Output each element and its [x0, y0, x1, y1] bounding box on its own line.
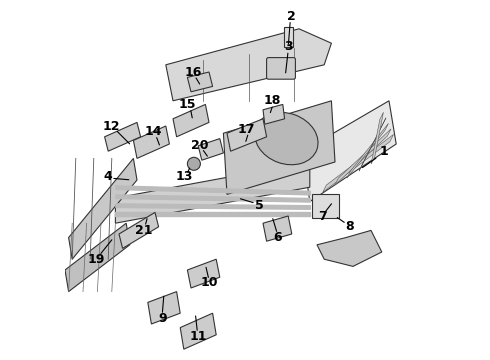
- Polygon shape: [198, 139, 223, 160]
- Polygon shape: [180, 313, 216, 349]
- Polygon shape: [116, 162, 310, 223]
- Text: 19: 19: [88, 253, 105, 266]
- Text: 6: 6: [273, 231, 282, 244]
- Text: 8: 8: [345, 220, 354, 233]
- Text: 20: 20: [191, 139, 209, 152]
- Polygon shape: [69, 158, 137, 259]
- Text: 12: 12: [103, 120, 121, 132]
- Text: 3: 3: [284, 40, 293, 53]
- Polygon shape: [371, 112, 383, 164]
- Polygon shape: [263, 104, 285, 124]
- Text: 18: 18: [263, 94, 281, 107]
- Polygon shape: [347, 123, 389, 178]
- Text: 16: 16: [184, 66, 201, 78]
- Polygon shape: [119, 212, 159, 248]
- Polygon shape: [263, 216, 292, 241]
- Text: 17: 17: [238, 123, 256, 136]
- Text: 9: 9: [158, 312, 167, 325]
- Polygon shape: [187, 259, 220, 288]
- FancyBboxPatch shape: [267, 58, 295, 79]
- Polygon shape: [187, 72, 213, 92]
- Text: 10: 10: [200, 276, 218, 289]
- Text: 1: 1: [379, 145, 388, 158]
- Text: 13: 13: [175, 170, 193, 183]
- Text: 21: 21: [135, 224, 152, 237]
- Text: 14: 14: [145, 125, 162, 138]
- Ellipse shape: [255, 112, 318, 165]
- Polygon shape: [148, 292, 180, 324]
- Polygon shape: [223, 101, 335, 194]
- Polygon shape: [335, 129, 391, 185]
- Polygon shape: [104, 122, 141, 151]
- Bar: [312, 194, 339, 218]
- Polygon shape: [173, 104, 209, 137]
- Text: 2: 2: [288, 10, 296, 23]
- Polygon shape: [359, 118, 386, 171]
- Text: 5: 5: [255, 199, 264, 212]
- Polygon shape: [166, 29, 331, 101]
- Text: 11: 11: [190, 330, 207, 343]
- Polygon shape: [323, 135, 393, 192]
- Bar: [284, 27, 293, 47]
- Circle shape: [187, 157, 200, 170]
- Text: 15: 15: [179, 98, 196, 111]
- Polygon shape: [303, 101, 396, 202]
- Polygon shape: [227, 119, 267, 151]
- Text: 7: 7: [318, 210, 327, 222]
- Polygon shape: [133, 126, 170, 158]
- Text: 4: 4: [103, 170, 112, 183]
- Polygon shape: [65, 223, 130, 292]
- Polygon shape: [317, 230, 382, 266]
